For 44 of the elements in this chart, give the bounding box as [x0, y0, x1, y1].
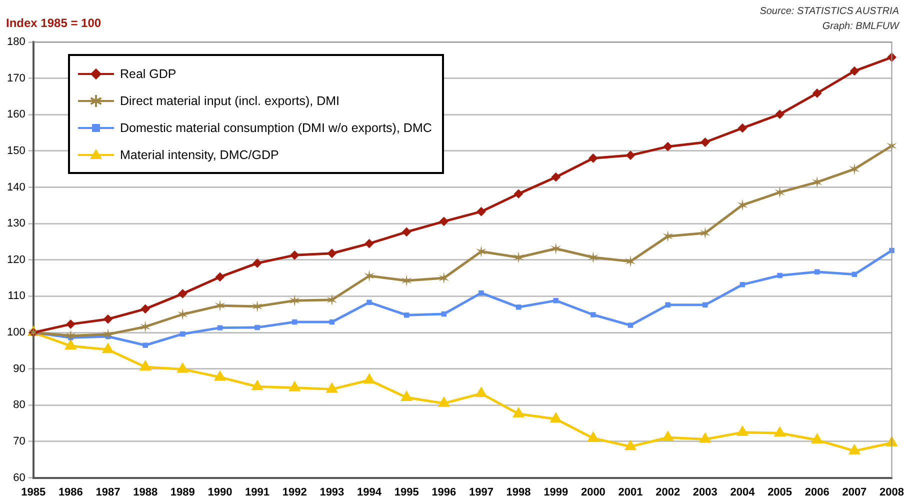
x-tick-label: 1993 — [320, 486, 344, 498]
legend-label: Material intensity, DMC/GDP — [120, 148, 279, 162]
y-tick-label: 70 — [13, 436, 26, 448]
legend-label: Real GDP — [120, 66, 176, 80]
x-tick-label: 2003 — [692, 486, 718, 498]
x-tick-label: 1987 — [96, 486, 120, 498]
legend-label: Domestic material consumption (DMI w/o exports), DMC — [120, 120, 432, 134]
y-tick-label: 170 — [6, 72, 26, 84]
x-tick-label: 1994 — [357, 486, 382, 498]
x-tick-label: 2008 — [880, 486, 904, 498]
y-tick-label: 80 — [13, 399, 26, 412]
x-tick-label: 1992 — [282, 486, 307, 498]
x-tick-label: 2005 — [768, 486, 792, 498]
x-tick-label: 1995 — [394, 486, 419, 498]
x-tick-label: 1990 — [208, 486, 232, 498]
y-tick-label: 140 — [6, 181, 26, 194]
x-tick-label: 2001 — [618, 486, 643, 498]
y-axis-title: Index 1985 = 100 — [6, 16, 102, 30]
x-tick-label: 1989 — [170, 486, 195, 498]
x-tick-label: 2007 — [842, 486, 867, 498]
y-tick-label: 110 — [8, 290, 26, 302]
y-tick-label: 60 — [13, 472, 26, 484]
y-tick-label: 160 — [6, 108, 26, 121]
x-tick-label: 2004 — [730, 486, 756, 498]
x-tick-label: 1991 — [245, 486, 270, 498]
text: Graph: BMLFUW — [821, 20, 899, 34]
legend-label: Direct material input (incl. exports), DMI — [120, 94, 340, 108]
y-tick-label: 180 — [6, 36, 26, 48]
x-tick-label: 2006 — [804, 486, 830, 498]
x-tick-label: 1988 — [133, 486, 158, 498]
x-tick-label: 1986 — [58, 486, 83, 498]
x-tick-label: 1998 — [506, 486, 531, 498]
x-tick-label: 1985 — [21, 486, 46, 498]
y-tick-label: 130 — [6, 218, 26, 230]
x-tick-label: 1996 — [432, 486, 456, 498]
x-tick-label: 2002 — [656, 486, 680, 498]
source-note: Source: STATISTICS AUSTRIA — [760, 5, 899, 19]
y-tick-label: 120 — [6, 254, 26, 266]
x-tick-label: 1999 — [544, 486, 568, 498]
y-tick-label: 90 — [13, 362, 26, 375]
x-tick-label: 2000 — [580, 486, 606, 498]
x-tick-label: 1997 — [468, 486, 494, 498]
y-tick-label: 100 — [6, 326, 26, 339]
y-tick-label: 150 — [6, 144, 26, 157]
